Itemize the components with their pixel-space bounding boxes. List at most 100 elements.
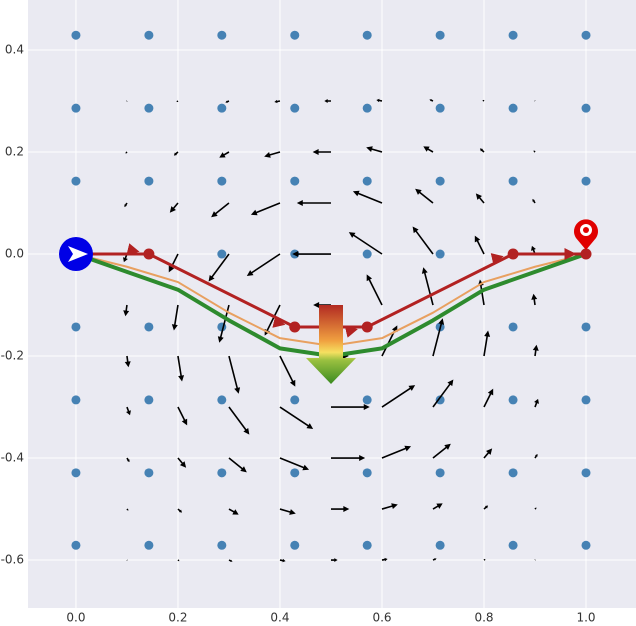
grid-point (217, 30, 227, 40)
field-arrow (534, 453, 538, 459)
grid-point (290, 395, 300, 405)
grid-point (581, 176, 591, 186)
field-arrow (279, 457, 310, 471)
grid-point (217, 176, 227, 186)
field-arrow (126, 457, 130, 463)
grid-point (435, 30, 445, 40)
grid-point (508, 540, 518, 550)
grid-point (435, 176, 445, 186)
field-arrow (264, 151, 281, 158)
grid-point (71, 30, 81, 40)
grid-point (290, 176, 300, 186)
field-arrow (177, 508, 183, 513)
field-arrow (330, 404, 370, 411)
field-arrow (483, 448, 493, 459)
grid-point (144, 103, 154, 113)
grid-point (290, 540, 300, 550)
field-arrow (279, 406, 314, 429)
grid-point (144, 176, 154, 186)
field-arrow (381, 385, 416, 408)
field-arrow (177, 457, 187, 468)
x-tick-label: 1.0 (576, 611, 595, 625)
grid-point (362, 103, 372, 113)
field-arrow (228, 559, 233, 562)
y-tick-label: -0.6 (1, 553, 24, 567)
grid-point (217, 540, 227, 550)
field-arrow (376, 98, 383, 103)
x-tick-label: 0.0 (66, 611, 85, 625)
grid-point (362, 176, 372, 186)
field-arrow (274, 99, 281, 104)
grid-point (71, 322, 81, 332)
grid-point (435, 249, 445, 259)
field-arrow (177, 355, 185, 382)
y-tick-label: -0.4 (1, 451, 24, 465)
field-arrow (475, 193, 485, 204)
down-arrow-icon (306, 305, 356, 384)
x-tick-label: 0.4 (270, 611, 289, 625)
grid-point (581, 322, 591, 332)
field-arrow (296, 200, 331, 207)
grid-point (508, 30, 518, 40)
start-arrow (68, 246, 88, 262)
field-arrow (415, 188, 434, 204)
field-arrow (479, 148, 485, 153)
field-arrow (169, 202, 179, 213)
grid-point (508, 103, 518, 113)
field-arrow (324, 99, 331, 103)
field-arrow (177, 406, 188, 426)
field-arrow (123, 304, 130, 317)
grid-point (71, 395, 81, 405)
field-arrow (211, 202, 230, 218)
waypoint (143, 248, 155, 260)
field-arrow (533, 150, 536, 153)
grid-point (217, 103, 227, 113)
field-arrow (279, 558, 286, 563)
field-arrow (483, 388, 494, 408)
field-arrow (482, 99, 485, 102)
plot-area (28, 0, 636, 608)
grid-point (217, 249, 227, 259)
field-arrow (534, 559, 536, 561)
field-arrow (312, 149, 331, 155)
x-tick-label: 0.2 (168, 611, 187, 625)
field-arrow (532, 198, 536, 204)
grid-point (508, 395, 518, 405)
grid-point (581, 30, 591, 40)
field-arrow (432, 503, 443, 510)
field-arrow (429, 99, 434, 102)
waypoint (289, 321, 301, 333)
x-tick-label: 0.8 (474, 611, 493, 625)
field-arrow (532, 344, 539, 357)
grid-point (71, 540, 81, 550)
field-arrow (225, 100, 230, 103)
field-arrow (432, 443, 451, 459)
grid-point (508, 176, 518, 186)
grid-point (71, 103, 81, 113)
grid-point (508, 468, 518, 478)
field-arrow (250, 202, 281, 216)
waypoint (580, 248, 592, 260)
grid-point (362, 30, 372, 40)
field-arrow (483, 505, 489, 510)
y-tick-label: 0.0 (5, 247, 24, 261)
grid-point (217, 468, 227, 478)
field-arrow (176, 100, 179, 103)
grid-point (435, 540, 445, 550)
field-arrow (330, 506, 350, 513)
field-arrow (125, 151, 128, 154)
grid-point (508, 322, 518, 332)
grid-point (144, 30, 154, 40)
grid-point (71, 176, 81, 186)
field-arrow (219, 151, 230, 158)
field-arrow (228, 508, 239, 515)
grid-point (144, 540, 154, 550)
grid-point (362, 395, 372, 405)
grid-point (362, 468, 372, 478)
grid-point (144, 468, 154, 478)
field-arrow (381, 557, 388, 562)
field-arrow (483, 558, 486, 561)
grid-point (581, 468, 591, 478)
field-arrow (228, 457, 247, 473)
grid-point (435, 103, 445, 113)
